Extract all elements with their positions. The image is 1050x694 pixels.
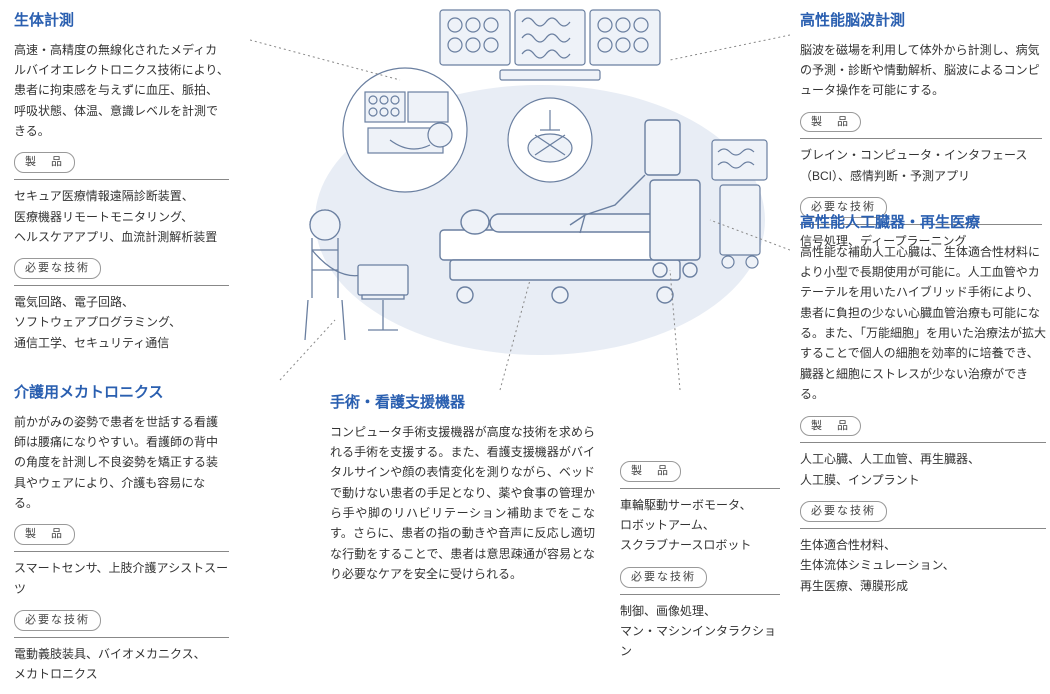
pill-tech: 必要な技術: [800, 501, 887, 522]
pill-product: 製 品: [800, 112, 861, 133]
tech-biometric: 電気回路、電子回路、 ソフトウェアプログラミング、 通信工学、セキュリティ通信: [14, 292, 229, 353]
tech-care-mech: 電動義肢装具、バイオメカニクス、 メカトロニクス: [14, 644, 229, 685]
section-surgical-products: 製 品 車輪駆動サーボモータ、 ロボットアーム、 スクラブナースロボット 必要な…: [620, 460, 780, 672]
section-biometric: 生体計測 高速・高精度の無線化されたメディカルバイオエレクトロニクス技術により、…: [14, 8, 229, 363]
pill-tech: 必要な技術: [14, 610, 101, 631]
title-eeg: 高性能脳波計測: [800, 8, 1042, 34]
desc-surgical: コンピュータ手術支援機器が高度な技術を求められる手術を支援する。また、看護支援機…: [330, 422, 595, 585]
tech-surgical: 制御、画像処理、 マン・マシンインタラクション: [620, 601, 780, 662]
products-care-mech: スマートセンサ、上肢介護アシストスーツ: [14, 558, 229, 599]
section-organs: 高性能人工臓器・再生医療 高性能な補助人工心臓は、生体適合性材料により小型で長期…: [800, 210, 1046, 606]
section-surgical: 手術・看護支援機器 コンピュータ手術支援機器が高度な技術を求められる手術を支援す…: [330, 390, 595, 595]
pill-tech: 必要な技術: [620, 567, 707, 588]
title-care-mech: 介護用メカトロニクス: [14, 380, 229, 406]
pill-tech: 必要な技術: [14, 258, 101, 279]
products-surgical: 車輪駆動サーボモータ、 ロボットアーム、 スクラブナースロボット: [620, 495, 780, 556]
pill-product: 製 品: [800, 416, 861, 437]
pill-product: 製 品: [620, 461, 681, 482]
desc-care-mech: 前かがみの姿勢で患者を世話する看護師は腰痛になりやすい。看護師の背中の角度を計測…: [14, 412, 229, 514]
title-biometric: 生体計測: [14, 8, 229, 34]
pill-product: 製 品: [14, 524, 75, 545]
desc-biometric: 高速・高精度の無線化されたメディカルバイオエレクトロニクス技術により、患者に拘束…: [14, 40, 229, 142]
title-organs: 高性能人工臓器・再生医療: [800, 210, 1046, 236]
central-illustration: [250, 0, 790, 400]
desc-organs: 高性能な補助人工心臓は、生体適合性材料により小型で長期使用が可能に。人工血管やカ…: [800, 242, 1046, 405]
desc-eeg: 脳波を磁場を利用して体外から計測し、病気の予測・診断や情動解析、脳波によるコンピ…: [800, 40, 1042, 101]
title-surgical: 手術・看護支援機器: [330, 390, 595, 416]
pill-product: 製 品: [14, 152, 75, 173]
products-biometric: セキュア医療情報遠隔診断装置、 医療機器リモートモニタリング、 ヘルスケアアプリ…: [14, 186, 229, 247]
products-organs: 人工心臓、人工血管、再生臓器、 人工膜、インプラント: [800, 449, 1046, 490]
products-eeg: ブレイン・コンピュータ・インタフェース（BCI）、感情判断・予測アプリ: [800, 145, 1042, 186]
tech-organs: 生体適合性材料、 生体流体シミュレーション、 再生医療、薄膜形成: [800, 535, 1046, 596]
section-care-mech: 介護用メカトロニクス 前かがみの姿勢で患者を世話する看護師は腰痛になりやすい。看…: [14, 380, 229, 694]
